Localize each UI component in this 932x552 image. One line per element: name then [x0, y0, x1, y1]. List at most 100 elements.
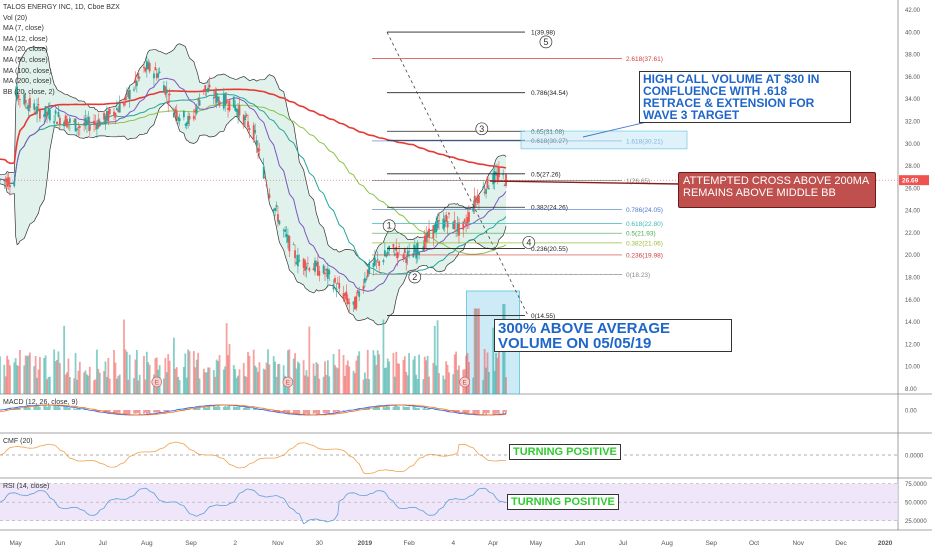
macd-histogram-bar — [227, 406, 229, 410]
candle-body — [307, 263, 309, 264]
fib-extension-label: 0.5(21.93) — [626, 231, 656, 238]
candle-body — [448, 213, 450, 215]
candle-body — [454, 220, 456, 229]
macd-histogram-bar — [35, 406, 37, 410]
fib-retracement-label: 0.382(24.26) — [531, 205, 568, 212]
volume-bar — [39, 357, 41, 394]
candle-body — [143, 67, 145, 68]
macd-histogram-bar — [494, 410, 496, 414]
candle-body — [264, 177, 266, 178]
candle-body — [365, 279, 367, 280]
macd-histogram-bar — [497, 410, 499, 413]
macd-histogram-bar — [139, 410, 141, 415]
candle-body — [485, 189, 487, 194]
earnings-marker-label: E — [463, 380, 468, 387]
candle-body — [95, 123, 97, 124]
macd-histogram-bar — [502, 410, 504, 414]
candle-body — [149, 63, 151, 71]
candle-body — [157, 73, 159, 77]
macd-histogram-bar — [323, 410, 325, 413]
time-tick-label: May — [10, 540, 23, 547]
volume-bar — [358, 351, 360, 394]
macd-histogram-bar — [418, 408, 420, 410]
time-tick-label: Dec — [835, 540, 847, 547]
volume-bar — [488, 372, 490, 394]
candle-body — [266, 184, 268, 186]
volume-bar — [89, 367, 91, 394]
macd-histogram-bar — [468, 410, 470, 413]
rsi-tick-label: 50.0000 — [905, 501, 927, 507]
volume-bar — [438, 373, 440, 394]
time-tick-label: Sep — [185, 540, 197, 547]
macd-histogram-bar — [395, 405, 397, 410]
candle-body — [487, 177, 489, 188]
candle-body — [219, 101, 221, 106]
macd-histogram-bar — [214, 407, 216, 410]
macd-histogram-bar — [256, 409, 258, 410]
candle-body — [136, 81, 138, 86]
macd-histogram-bar — [408, 406, 410, 410]
time-tick-label: Feb — [403, 540, 415, 547]
volume-bar — [478, 309, 480, 395]
fib-retracement-label: 0.786(34.54) — [531, 90, 568, 97]
candle-body — [363, 286, 365, 290]
macd-tick-label: 0.00 — [905, 409, 917, 415]
macd-histogram-bar — [404, 407, 406, 410]
macd-histogram-bar — [337, 410, 339, 412]
price-tick-label: 26.00 — [905, 186, 921, 192]
macd-histogram-bar — [233, 407, 235, 410]
candle-body — [284, 229, 286, 231]
candle-body — [76, 128, 78, 130]
volume-bar — [308, 327, 310, 394]
time-tick-label: Sep — [705, 540, 717, 547]
macd-histogram-bar — [53, 406, 55, 410]
legend-entry: MA (12, close) — [3, 35, 120, 46]
price-tick-label: 30.00 — [905, 142, 921, 148]
candle-body — [169, 94, 171, 96]
time-tick-label: May — [530, 540, 543, 547]
wave-label: 3 — [479, 124, 484, 134]
time-tick-label: Aug — [141, 540, 153, 547]
price-tick-label: 42.00 — [905, 8, 921, 14]
macd-histogram-bar — [229, 406, 231, 410]
candle-body — [269, 194, 271, 198]
macd-histogram-bar — [143, 410, 145, 414]
fib-extension-label: 0(18.23) — [626, 272, 650, 279]
price-tick-label: 24.00 — [905, 209, 921, 215]
price-tick-label: 10.00 — [905, 365, 921, 371]
legend-entry: MA (100, close) — [3, 67, 120, 78]
time-tick-label: 2020 — [878, 540, 893, 547]
candle-body — [368, 263, 370, 274]
candle-body — [154, 67, 156, 70]
candle-body — [55, 111, 57, 114]
macd-histogram-bar — [237, 407, 239, 410]
volume-bar — [139, 375, 141, 394]
macd-histogram-bar — [137, 410, 139, 413]
macd-histogram-bar — [149, 410, 151, 414]
cmf-tick-label: 0.0000 — [905, 454, 924, 460]
wave-label: 5 — [543, 37, 548, 47]
macd-histogram-bar — [373, 408, 375, 410]
macd-histogram-bar — [118, 410, 120, 413]
candle-body — [166, 89, 168, 93]
volume-bar — [19, 350, 21, 394]
candle-body — [8, 177, 10, 185]
macd-histogram-bar — [78, 409, 80, 410]
candle-body — [267, 193, 269, 194]
macd-histogram-bar — [495, 410, 497, 414]
macd-histogram-bar — [397, 406, 399, 410]
fib-extension-label: 0.618(22.80) — [626, 221, 663, 228]
candle-body — [36, 106, 38, 114]
candle-body — [29, 98, 31, 108]
macd-histogram-bar — [472, 410, 474, 413]
legend-entry: MA (20, close) — [3, 45, 120, 56]
fib-retracement-label: 0.236(20.55) — [531, 246, 568, 253]
candle-body — [293, 244, 295, 245]
candle-body — [447, 221, 449, 227]
macd-histogram-bar — [58, 406, 60, 410]
candle-body — [404, 249, 406, 253]
legend-entry: BB (20, close, 2) — [3, 88, 120, 99]
macd-histogram-bar — [415, 408, 417, 410]
candle-body — [355, 296, 357, 308]
candle-body — [294, 250, 296, 258]
